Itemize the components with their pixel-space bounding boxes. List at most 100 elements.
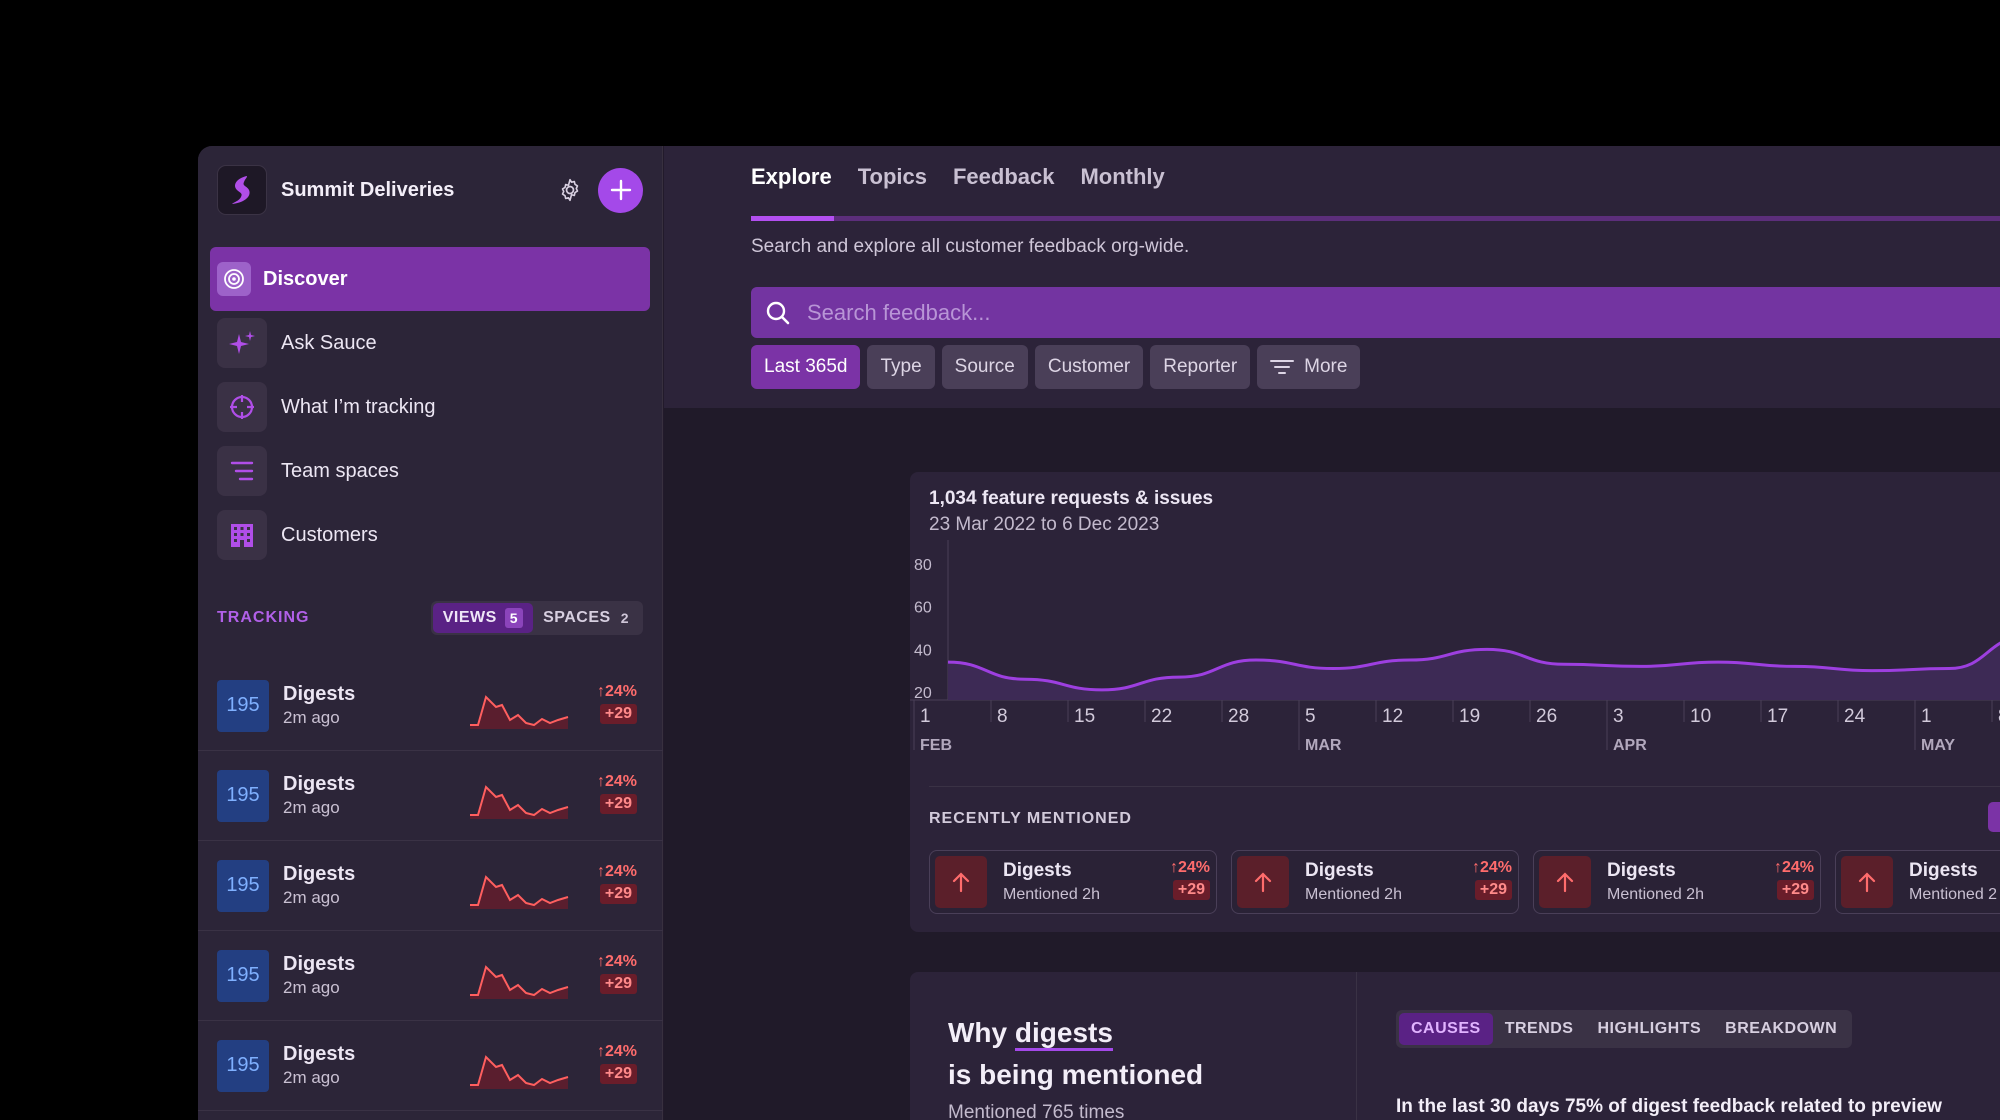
nav-item-customers[interactable]: Customers: [210, 503, 650, 567]
sparkline: [470, 695, 569, 729]
why-summary: In the last 30 days 75% of digest feedba…: [1396, 1096, 1942, 1117]
feedback-chart-card: 1,034 feature requests & issues 23 Mar 2…: [910, 472, 2000, 932]
filter-source[interactable]: Source: [941, 345, 1028, 389]
filter-bar: Last 365d Type Source Customer Reporter …: [751, 345, 1367, 389]
more-label: More: [1304, 356, 1348, 377]
active-tab-indicator: [751, 216, 834, 221]
search-input[interactable]: [807, 299, 1907, 326]
chart-area: [948, 643, 2000, 700]
month-label: MAR: [1305, 737, 1342, 754]
item-time: 2m ago: [283, 1068, 340, 1087]
page-subtitle: Search and explore all customer feedback…: [751, 236, 1190, 257]
delta-pct: ↑24%: [596, 683, 637, 700]
tracking-list: 195 Digests 2m ago ↑24% +29 195 Digests 2m …: [198, 661, 663, 1111]
y-tick-label: 60: [914, 600, 932, 617]
delta-pct: ↑24%: [1471, 859, 1512, 876]
tab-explore[interactable]: Explore: [751, 164, 832, 189]
chart-line: [947, 641, 2000, 692]
y-tick-label: 40: [914, 642, 932, 659]
logo-icon: [232, 176, 250, 204]
lines-icon: [217, 446, 267, 496]
recent-item[interactable]: Digests Mentioned 2: [1835, 850, 2000, 914]
x-tick-label: 17: [1767, 706, 1788, 727]
item-name: Digests: [283, 863, 356, 885]
x-tick-label: 8: [1998, 706, 2000, 727]
item-name: Digests: [283, 683, 356, 705]
views-label: VIEWS: [442, 609, 497, 626]
search-icon: [766, 301, 790, 324]
nav-item-tracking[interactable]: What I’m tracking: [210, 375, 650, 439]
tab-highlights[interactable]: HIGHLIGHTS: [1597, 1020, 1702, 1037]
tracking-item[interactable]: 195 Digests 2m ago ↑24% +29: [198, 661, 663, 751]
x-tick-label: 24: [1844, 706, 1866, 727]
x-tick-label: 19: [1459, 706, 1480, 727]
nav-item-ask-sauce[interactable]: Ask Sauce: [210, 311, 650, 375]
item-name: Digests: [283, 773, 356, 795]
tracking-title: TRACKING: [217, 609, 310, 626]
delta-pct: ↑24%: [596, 953, 637, 970]
count-badge: 195: [217, 949, 269, 1002]
sidebar: Summit Deliveries: [198, 146, 663, 1120]
recent-item[interactable]: Digests Mentioned 2h ↑24% +29: [929, 850, 1217, 914]
delta-pct: ↑24%: [1169, 859, 1210, 876]
delta-pct: ↑24%: [1773, 859, 1814, 876]
delta-abs: +29: [1474, 880, 1512, 900]
arrow-up-icon: [1841, 856, 1893, 908]
delta-abs: +29: [599, 794, 637, 814]
topic-highlight[interactable]: digests: [1014, 1017, 1113, 1051]
org-name[interactable]: Summit Deliveries: [281, 178, 455, 201]
main-nav: Discover Ask Sauce What: [210, 247, 650, 567]
spaces-label: SPACES: [543, 609, 611, 626]
recent-name: Digests: [1003, 860, 1072, 881]
org-logo[interactable]: [217, 165, 267, 215]
nav-item-discover[interactable]: Discover: [210, 247, 650, 311]
delta-abs: +29: [1776, 880, 1814, 900]
add-button[interactable]: [598, 167, 643, 213]
views-tab[interactable]: VIEWS 5: [432, 603, 534, 633]
tracking-item[interactable]: 195 Digests 2m ago ↑24% +29: [198, 751, 663, 841]
recent-meta: Mentioned 2h: [1003, 886, 1100, 903]
item-name: Digests: [283, 1043, 356, 1065]
building-icon: [217, 510, 267, 560]
filter-more[interactable]: More: [1257, 345, 1361, 389]
divider: [929, 786, 2000, 787]
month-label: FEB: [920, 737, 952, 754]
settings-button[interactable]: [552, 172, 588, 208]
recent-meta: Mentioned 2h: [1305, 886, 1402, 903]
item-time: 2m ago: [283, 798, 340, 817]
nav-item-team-spaces[interactable]: Team spaces: [210, 439, 650, 503]
tab-monthly[interactable]: Monthly: [1080, 164, 1165, 189]
filter-date[interactable]: Last 365d: [751, 345, 861, 389]
gear-icon: [561, 178, 579, 202]
chart-subtitle: 23 Mar 2022 to 6 Dec 2023: [929, 514, 1160, 535]
sparkline: [470, 875, 569, 909]
tab-topics[interactable]: Topics: [857, 164, 927, 189]
delta-abs: +29: [599, 974, 637, 994]
recent-action-button[interactable]: [1988, 802, 2000, 832]
y-tick-label: 80: [914, 557, 932, 574]
recent-item[interactable]: Digests Mentioned 2h ↑24% +29: [1231, 850, 1519, 914]
delta-abs: +29: [1172, 880, 1210, 900]
tab-causes[interactable]: CAUSES: [1399, 1013, 1493, 1045]
recent-meta: Mentioned 2h: [1607, 886, 1704, 903]
delta-pct: ↑24%: [596, 1043, 637, 1060]
org-header: Summit Deliveries: [217, 165, 643, 215]
delta-abs: +29: [599, 704, 637, 724]
filter-reporter[interactable]: Reporter: [1150, 345, 1251, 389]
filter-type[interactable]: Type: [867, 345, 935, 389]
arrow-up-icon: [935, 856, 987, 908]
tab-feedback[interactable]: Feedback: [952, 164, 1055, 189]
count-badge: 195: [217, 859, 269, 912]
filter-customer[interactable]: Customer: [1034, 345, 1144, 389]
plus-icon: [610, 179, 631, 201]
divider: [1356, 972, 1357, 1120]
tracking-item[interactable]: 195 Digests 2m ago ↑24% +29: [198, 1021, 663, 1111]
tracking-item[interactable]: 195 Digests 2m ago ↑24% +29: [198, 841, 663, 931]
spaces-tab[interactable]: SPACES 2: [533, 603, 641, 633]
tab-breakdown[interactable]: BREAKDOWN: [1725, 1020, 1838, 1037]
delta-abs: +29: [599, 1064, 637, 1084]
tracking-item[interactable]: 195 Digests 2m ago ↑24% +29: [198, 931, 663, 1021]
tab-trends[interactable]: TRENDS: [1504, 1020, 1574, 1037]
delta-abs: +29: [599, 884, 637, 904]
recent-item[interactable]: Digests Mentioned 2h ↑24% +29: [1533, 850, 1821, 914]
